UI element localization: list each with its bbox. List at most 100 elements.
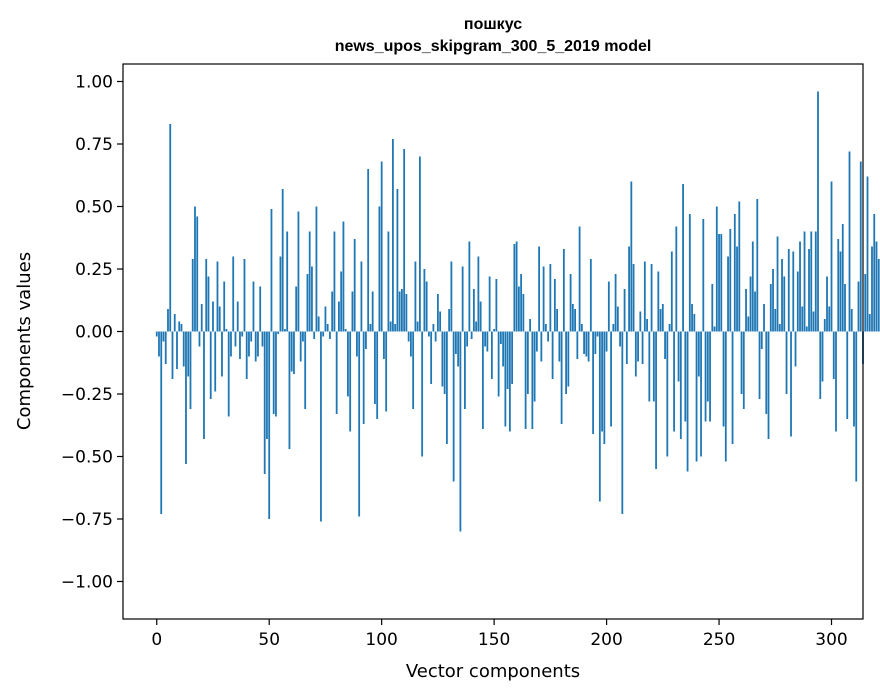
bar-series (155, 91, 880, 532)
y-tick-label: 0.50 (75, 198, 113, 218)
bar (585, 331, 588, 357)
bar (718, 234, 720, 332)
bar (506, 331, 509, 389)
bar (169, 124, 172, 332)
bar (459, 331, 462, 532)
bar (790, 331, 792, 437)
bar (830, 181, 833, 332)
bar (472, 289, 475, 332)
bar (875, 241, 878, 332)
bar (742, 331, 745, 409)
bar (349, 331, 352, 432)
bar (562, 249, 565, 332)
bar (763, 304, 765, 332)
bar (610, 331, 612, 427)
bar (558, 331, 561, 362)
bar (646, 319, 648, 332)
bar (841, 224, 844, 332)
bar (252, 281, 255, 332)
bar (443, 331, 446, 394)
x-axis: 0 50 100 150 200 250 300 (151, 619, 848, 650)
bar (754, 291, 756, 332)
bar (488, 276, 491, 332)
bar (652, 331, 655, 402)
bar (358, 331, 361, 517)
bar (783, 276, 786, 332)
bar (216, 261, 219, 332)
bar (544, 324, 547, 332)
bar (639, 311, 642, 332)
bar (733, 214, 736, 332)
bar (502, 331, 505, 367)
bar (832, 331, 835, 379)
bar (452, 331, 455, 482)
bar (675, 226, 678, 332)
bar (846, 331, 849, 419)
bar (448, 309, 451, 332)
bar (576, 331, 579, 359)
bar (414, 261, 417, 332)
bar (767, 331, 770, 439)
bar (659, 309, 662, 332)
bar (320, 331, 322, 522)
bar (634, 331, 637, 377)
bar (394, 324, 397, 332)
bar (401, 289, 403, 332)
bar (441, 331, 444, 387)
bar (293, 331, 295, 374)
bar (383, 331, 385, 359)
bar (374, 331, 376, 404)
bar (421, 331, 424, 457)
bar (535, 331, 538, 352)
bar (205, 259, 208, 332)
bar (727, 256, 729, 332)
bar (445, 331, 448, 444)
bar (533, 331, 536, 402)
bar (637, 331, 639, 362)
bar (713, 326, 716, 332)
bar (612, 324, 615, 332)
bar (857, 281, 860, 332)
bar (376, 331, 379, 419)
chart-title: пошкус (464, 16, 522, 33)
bar (270, 209, 273, 332)
bar (315, 206, 318, 332)
bar (679, 331, 682, 439)
bar (306, 274, 309, 332)
bar (709, 331, 711, 422)
bar (686, 331, 689, 472)
bar (623, 289, 626, 332)
bar (275, 331, 277, 417)
bar (317, 316, 320, 332)
bar (187, 331, 190, 377)
bar (529, 319, 532, 332)
bar (574, 309, 576, 332)
bar (580, 324, 583, 332)
y-tick-label: −0.50 (61, 448, 113, 468)
bar (490, 331, 493, 379)
bar (547, 331, 550, 342)
bar (380, 161, 383, 332)
bar (338, 301, 340, 332)
y-tick-label: 0.25 (75, 260, 113, 280)
bar (799, 241, 801, 332)
bar (155, 331, 158, 337)
bar (272, 331, 275, 414)
bar (670, 251, 673, 332)
bar (673, 331, 675, 432)
bar (736, 246, 738, 332)
bar (839, 251, 842, 332)
bar (178, 321, 181, 332)
bar (241, 331, 244, 337)
bar (171, 331, 174, 379)
bar (173, 314, 176, 332)
bar (643, 261, 646, 332)
bar (463, 331, 466, 409)
bar (288, 331, 291, 449)
bar (758, 331, 761, 399)
bar (556, 309, 559, 332)
bar (785, 331, 788, 394)
bar (792, 251, 795, 332)
bar (367, 169, 370, 332)
